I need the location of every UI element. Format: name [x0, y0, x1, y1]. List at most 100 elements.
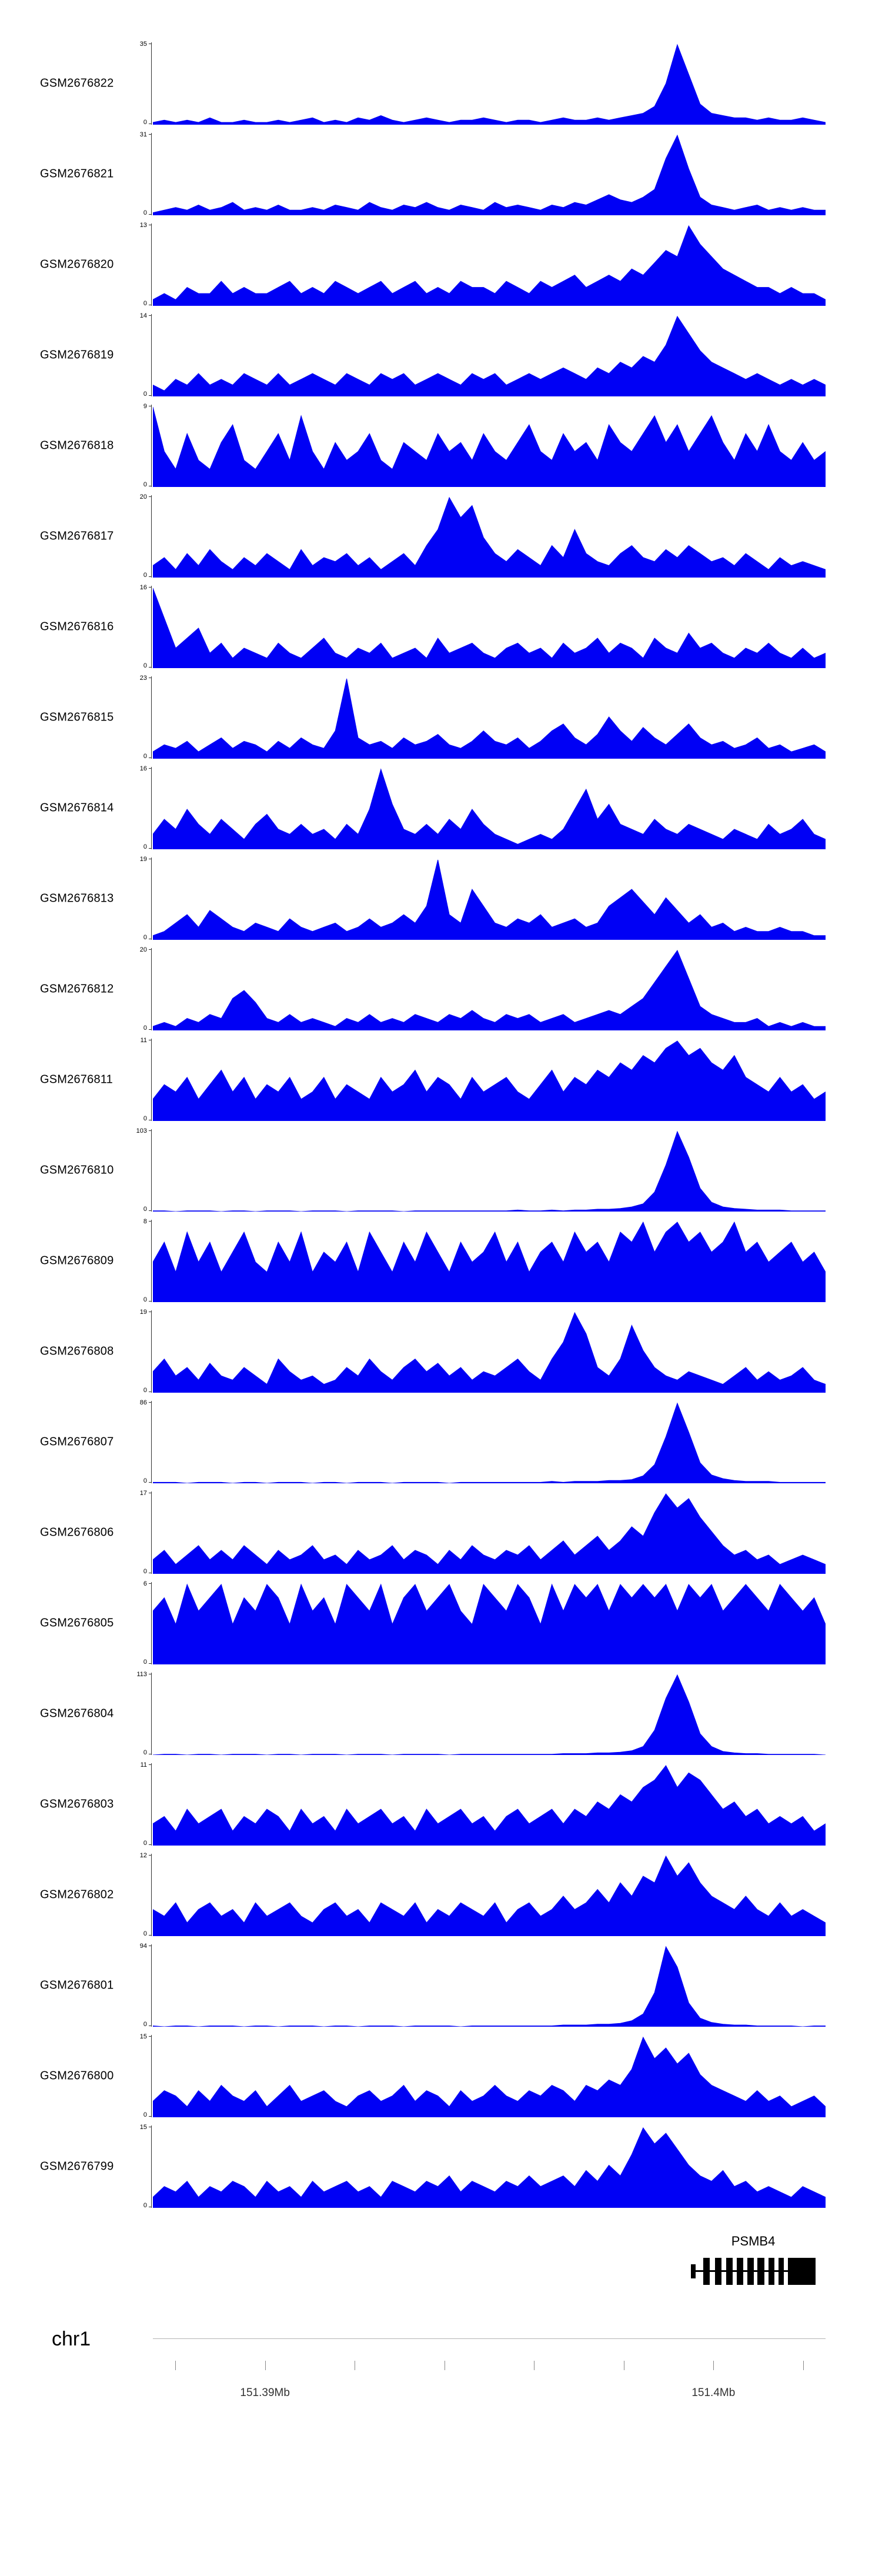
gene-exon — [715, 2258, 721, 2285]
y-axis-max-label: 15 — [139, 2033, 147, 2040]
track-row: GSM2676805 6 0 — [0, 1581, 882, 1666]
signal-area — [153, 2036, 826, 2117]
track-y-axis-line — [151, 1854, 152, 1936]
track-row: GSM2676820 13 0 — [0, 222, 882, 307]
y-axis-zero-label: 0 — [143, 1568, 147, 1575]
track-label: GSM2676817 — [40, 529, 114, 543]
track-y-axis-tick — [149, 395, 151, 396]
track-label: GSM2676810 — [40, 1163, 114, 1177]
signal-area — [153, 1130, 826, 1212]
chromosome-line — [153, 2338, 826, 2339]
track-label: GSM2676818 — [40, 439, 114, 452]
track-label: GSM2676812 — [40, 982, 114, 996]
track-y-axis-tick — [149, 1130, 151, 1131]
track-label: GSM2676807 — [40, 1435, 114, 1449]
signal-area — [153, 225, 826, 306]
track-label: GSM2676800 — [40, 2069, 114, 2083]
track-y-axis-tick — [149, 1482, 151, 1483]
signal-area — [153, 588, 826, 668]
signal-area — [153, 1583, 826, 1664]
track-y-axis-line — [151, 133, 152, 215]
track-row: GSM2676813 19 0 — [0, 856, 882, 941]
track-y-axis-line — [151, 495, 152, 578]
y-axis-max-label: 17 — [139, 1490, 147, 1497]
y-axis-max-label: 20 — [139, 946, 147, 953]
track-label: GSM2676799 — [40, 2160, 114, 2173]
track-y-axis-line — [151, 586, 152, 668]
track-y-axis-line — [151, 1944, 152, 2027]
gene-exon — [726, 2258, 733, 2285]
track-row: GSM2676801 94 0 — [0, 1943, 882, 2028]
gene-exon — [747, 2258, 754, 2285]
track-row: GSM2676799 15 0 — [0, 2124, 882, 2209]
track-y-axis-tick — [149, 848, 151, 849]
track-y-axis-tick — [149, 1210, 151, 1211]
track-y-axis-line — [151, 42, 152, 125]
y-axis-zero-label: 0 — [143, 1930, 147, 1937]
signal-area — [153, 1221, 826, 1302]
track-row: GSM2676812 20 0 — [0, 946, 882, 1032]
y-axis-zero-label: 0 — [143, 1659, 147, 1666]
signal-area — [153, 406, 826, 487]
y-axis-max-label: 11 — [140, 1037, 147, 1044]
track-y-axis-line — [151, 1401, 152, 1483]
track-y-axis-line — [151, 676, 152, 759]
track-label: GSM2676808 — [40, 1344, 114, 1358]
track-y-axis-line — [151, 405, 152, 487]
track-y-axis-tick — [149, 1402, 151, 1403]
axis-tick — [265, 2361, 266, 2370]
track-y-axis-line — [151, 1491, 152, 1574]
y-axis-zero-label: 0 — [143, 1387, 147, 1394]
track-row: GSM2676802 12 0 — [0, 1853, 882, 1937]
track-row: GSM2676804 113 0 — [0, 1671, 882, 1756]
y-axis-max-label: 14 — [139, 312, 147, 319]
y-axis-max-label: 113 — [136, 1671, 147, 1678]
track-y-axis-tick — [149, 315, 151, 316]
signal-area — [153, 1674, 826, 1755]
signal-area — [153, 1312, 826, 1393]
track-label: GSM2676804 — [40, 1707, 114, 1720]
y-axis-max-label: 31 — [139, 131, 147, 138]
y-axis-max-label: 19 — [139, 856, 147, 863]
track-y-axis-line — [151, 1129, 152, 1212]
track-row: GSM2676819 14 0 — [0, 312, 882, 398]
axis-tick — [803, 2361, 804, 2370]
y-axis-zero-label: 0 — [143, 572, 147, 579]
track-row: GSM2676810 103 0 — [0, 1128, 882, 1213]
genome-axis: 151.39Mb 151.4Mb — [0, 2361, 882, 2408]
track-y-axis-line — [151, 1039, 152, 1121]
y-axis-zero-label: 0 — [143, 934, 147, 941]
signal-area — [153, 1946, 826, 2027]
chromosome-label: chr1 — [52, 2328, 91, 2350]
track-y-axis-line — [151, 948, 152, 1030]
track-y-axis-tick — [149, 214, 151, 215]
y-axis-zero-label: 0 — [143, 753, 147, 760]
track-label: GSM2676805 — [40, 1616, 114, 1630]
track-y-axis-tick — [149, 667, 151, 668]
track-label: GSM2676801 — [40, 1978, 114, 1992]
track-label: GSM2676814 — [40, 801, 114, 815]
y-axis-zero-label: 0 — [143, 391, 147, 398]
y-axis-max-label: 23 — [139, 675, 147, 682]
y-axis-zero-label: 0 — [143, 1477, 147, 1484]
track-y-axis-tick — [149, 1663, 151, 1664]
y-axis-max-label: 94 — [139, 1943, 147, 1950]
track-y-axis-tick — [149, 1301, 151, 1302]
gene-model-track — [0, 2255, 882, 2288]
track-row: GSM2676814 16 0 — [0, 766, 882, 850]
tracks-container: GSM2676822 35 0 GSM2676821 31 0 GSM2676820 13 0 G… — [0, 41, 882, 2209]
track-y-axis-tick — [149, 1583, 151, 1584]
gene-exon — [736, 2258, 744, 2285]
y-axis-max-label: 9 — [143, 403, 147, 410]
track-y-axis-tick — [149, 1935, 151, 1936]
signal-area — [153, 859, 826, 940]
track-y-axis-line — [151, 2125, 152, 2208]
gene-exon — [703, 2258, 710, 2285]
track-y-axis-tick — [149, 1029, 151, 1030]
y-axis-zero-label: 0 — [143, 2202, 147, 2209]
track-label: GSM2676822 — [40, 76, 114, 90]
track-y-axis-line — [151, 767, 152, 849]
signal-area — [153, 1765, 826, 1846]
axis-tick-label: 151.4Mb — [691, 2387, 736, 2399]
y-axis-zero-label: 0 — [143, 1296, 147, 1303]
